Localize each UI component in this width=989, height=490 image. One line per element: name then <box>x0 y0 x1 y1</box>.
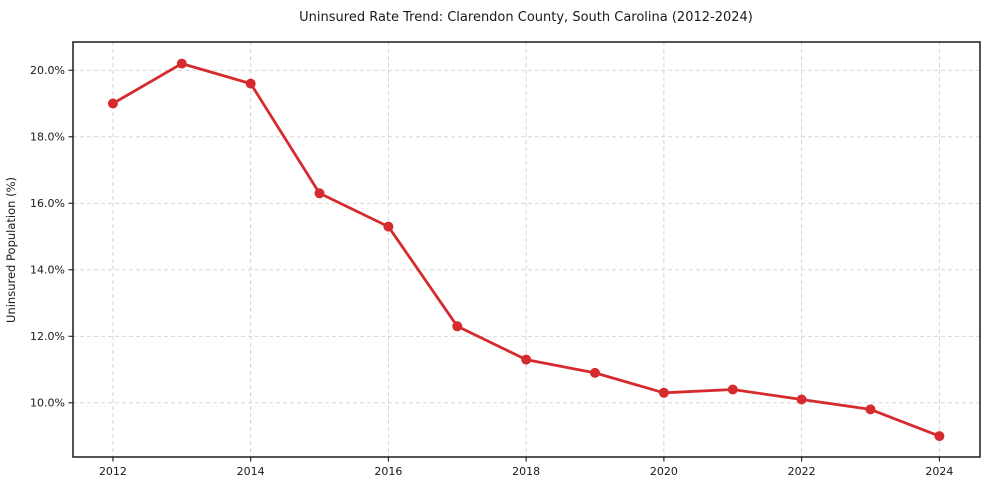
data-point <box>796 394 807 405</box>
data-series <box>107 58 945 442</box>
y-tick-label: 12.0% <box>30 330 65 343</box>
x-tick-label: 2014 <box>237 465 265 478</box>
y-tick-label: 16.0% <box>30 197 65 210</box>
y-tick-label: 18.0% <box>30 131 65 144</box>
data-point <box>314 188 325 199</box>
data-point <box>176 58 187 69</box>
x-tick-label: 2024 <box>925 465 953 478</box>
axis-tick-labels: 2012 2014 2016 2018 2020 2022 2024 10.0% 12.0% 14… <box>30 64 953 478</box>
y-tick-label: 10.0% <box>30 397 65 410</box>
data-point <box>658 387 669 398</box>
y-axis-label: Uninsured Population (%) <box>4 177 18 323</box>
y-tick-label: 20.0% <box>30 64 65 77</box>
y-tick-label: 14.0% <box>30 264 65 277</box>
data-point <box>452 321 463 332</box>
x-tick-label: 2012 <box>99 465 127 478</box>
data-point <box>934 431 945 442</box>
data-point <box>107 98 118 109</box>
data-point <box>245 78 256 89</box>
data-point <box>521 354 532 365</box>
axis-ticks <box>68 69 940 462</box>
chart-title: Uninsured Rate Trend: Clarendon County, … <box>299 10 753 25</box>
data-point <box>383 221 394 232</box>
data-point <box>727 384 738 395</box>
x-tick-label: 2020 <box>650 465 678 478</box>
x-tick-label: 2018 <box>512 465 540 478</box>
data-point <box>590 367 600 378</box>
data-point <box>865 404 876 415</box>
x-tick-label: 2016 <box>374 465 402 478</box>
x-tick-label: 2022 <box>788 465 816 478</box>
